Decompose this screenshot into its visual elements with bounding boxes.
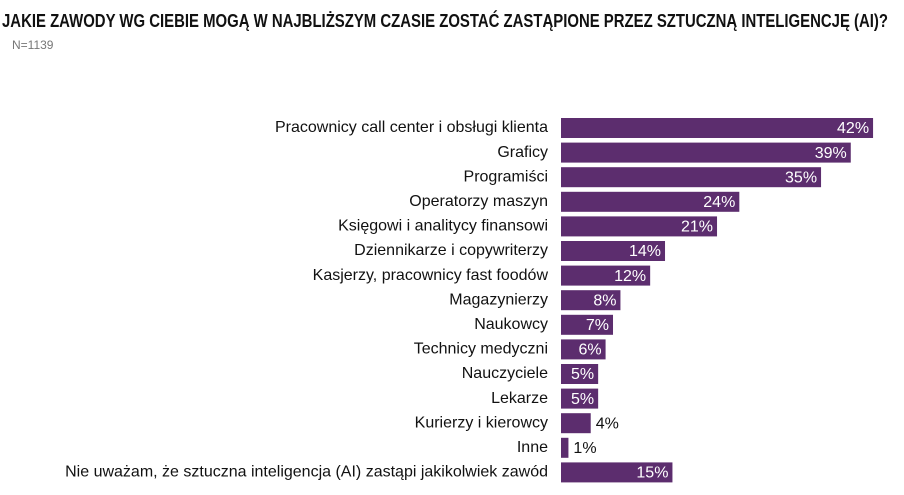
value-label: 5%: [571, 366, 594, 383]
value-label: 35%: [785, 169, 817, 186]
value-label: 24%: [703, 194, 735, 211]
category-label: Dziennikarze i copywriterzy: [354, 242, 548, 259]
bar: [561, 339, 606, 360]
value-label: 42%: [837, 120, 869, 137]
value-label: 8%: [593, 292, 616, 309]
bar: [561, 118, 874, 138]
value-label: 14%: [629, 243, 661, 260]
value-label: 21%: [681, 219, 713, 236]
bar: [561, 265, 651, 286]
bar: [561, 216, 718, 237]
value-label: 15%: [636, 465, 668, 482]
bar: [561, 413, 591, 434]
category-label: Magazynierzy: [449, 291, 548, 308]
value-label: 39%: [815, 145, 847, 162]
bar: [561, 167, 822, 188]
category-label: Nauczyciele: [462, 365, 548, 382]
chart-title: JAKIE ZAWODY WG CIEBIE MOGĄ W NAJBLIŻSZY…: [2, 10, 888, 31]
category-label: Technicy medyczni: [414, 341, 548, 358]
bar: [561, 364, 599, 384]
value-label: 7%: [586, 317, 609, 334]
category-label: Operatorzy maszyn: [409, 193, 548, 210]
value-label: 1%: [573, 440, 596, 457]
category-label: Naukowcy: [474, 316, 548, 333]
category-label: Lekarze: [491, 390, 548, 407]
category-label: Programiści: [464, 168, 548, 185]
category-label: Kasjerzy, pracownicy fast foodów: [313, 267, 549, 284]
category-label: Graficy: [497, 144, 548, 161]
value-label: 6%: [578, 342, 601, 359]
value-label: 12%: [614, 268, 646, 285]
bar: [561, 191, 740, 212]
value-label: 5%: [571, 391, 594, 408]
chart-subtitle: N=1139: [12, 38, 54, 52]
category-label: Kurierzy i kierowcy: [415, 414, 548, 431]
category-label: Księgowi i analitycy finansowi: [338, 218, 548, 235]
bar: [561, 142, 851, 163]
category-label: Pracownicy call center i obsługi klienta: [275, 119, 548, 136]
value-label: 4%: [596, 415, 619, 432]
bar: [561, 314, 614, 335]
category-label: Nie uważam, że sztuczna inteligencja (AI…: [65, 464, 548, 481]
bar: [561, 290, 621, 311]
bar: [561, 241, 666, 261]
bar: [561, 462, 673, 483]
bar: [561, 437, 569, 458]
bar: [561, 388, 599, 409]
category-label: Inne: [517, 439, 548, 456]
